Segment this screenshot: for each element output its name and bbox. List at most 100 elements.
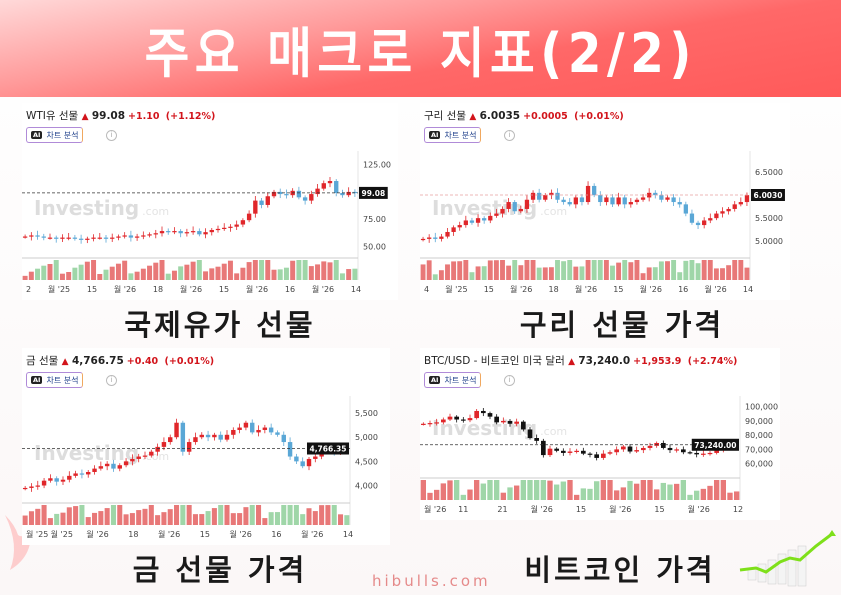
current-price: 6.0035 xyxy=(479,110,521,122)
instrument-name: 금 선물 xyxy=(26,355,59,367)
price-chart[interactable]: Investing .com 125.00 75.00 50.00 99.08 2 월 '25… xyxy=(22,151,398,300)
ai-chart-analysis-button[interactable]: AI 차트 분석 xyxy=(26,127,84,143)
candle xyxy=(567,451,573,453)
volume-bar xyxy=(654,489,660,500)
info-icon[interactable]: i xyxy=(106,375,117,386)
info-icon[interactable]: i xyxy=(106,130,117,141)
candle xyxy=(451,227,456,232)
investing-watermark: Investing xyxy=(34,441,139,465)
volume-bar xyxy=(647,480,653,500)
volume-bar xyxy=(554,484,560,500)
candle xyxy=(41,236,46,238)
candle xyxy=(205,434,211,438)
volume-bar xyxy=(567,480,573,500)
last-price-label: 6.0030 xyxy=(754,191,783,200)
candle xyxy=(627,446,633,452)
price-chart[interactable]: Investing .com 6.5000 5.5000 5.0000 6.0030 4 월 … xyxy=(420,151,790,300)
x-tick-label: 월 '25 xyxy=(48,284,70,294)
volume-bar xyxy=(92,512,98,525)
y-tick-label: 5.0000 xyxy=(755,237,783,246)
candle xyxy=(141,235,146,237)
candle xyxy=(701,453,706,455)
y-tick-label: 5,000 xyxy=(355,433,378,442)
candle xyxy=(334,181,339,193)
volume-bar xyxy=(687,494,693,500)
volume-bar xyxy=(142,508,148,525)
volume-bar xyxy=(237,513,243,525)
candle xyxy=(79,473,85,475)
investing-watermark-suffix: .com xyxy=(142,450,169,463)
x-tick-label: 18 xyxy=(128,530,138,539)
candle xyxy=(287,442,293,457)
investing-watermark-suffix: .com xyxy=(540,205,567,218)
ai-chart-analysis-button[interactable]: AI 차트 분석 xyxy=(26,372,84,388)
candle xyxy=(454,416,459,420)
candle xyxy=(197,231,202,235)
info-icon[interactable]: i xyxy=(504,130,515,141)
candle xyxy=(561,450,566,453)
candle xyxy=(594,454,599,458)
x-tick-label: 월 '26 xyxy=(510,284,532,294)
last-price-tag xyxy=(691,438,739,451)
candle xyxy=(555,192,560,200)
chart-caption: 국제유가 선물 xyxy=(124,308,316,342)
volume-bar xyxy=(227,260,233,280)
chart-header: 구리 선물 ▲ 6.0035 +0.0005 (+0.01%) xyxy=(424,108,624,123)
candle xyxy=(574,450,579,453)
y-tick-label: 80,000 xyxy=(745,431,773,440)
y-tick-label: 50.00 xyxy=(363,242,386,251)
chart-panel[interactable]: 구리 선물 ▲ 6.0035 +0.0005 (+0.01%) AI 차트 분석 i… xyxy=(420,103,790,300)
volume-bar xyxy=(28,271,34,280)
volume-bar xyxy=(628,262,634,280)
candle xyxy=(445,231,450,237)
candle xyxy=(117,465,122,469)
candle xyxy=(457,225,462,228)
volume-bar xyxy=(487,480,493,500)
volume-bar xyxy=(28,511,34,525)
ai-icon: AI xyxy=(429,131,441,139)
candle xyxy=(671,197,676,203)
candle xyxy=(218,434,223,440)
candle xyxy=(253,200,258,214)
volume-bar xyxy=(117,505,123,525)
candle xyxy=(427,423,433,425)
volume-bar xyxy=(548,267,554,280)
volume-bar xyxy=(627,480,633,500)
candle xyxy=(653,192,658,196)
ai-chart-analysis-button[interactable]: AI 차트 분석 xyxy=(424,372,482,388)
volume-bar xyxy=(658,261,664,280)
volume-bar xyxy=(640,273,646,280)
candle xyxy=(714,449,719,453)
candle xyxy=(60,479,66,482)
volume-bar xyxy=(694,490,700,500)
volume-bar xyxy=(171,270,177,280)
ai-button-label: 차트 분석 xyxy=(46,375,79,385)
candle xyxy=(537,192,542,200)
info-icon[interactable]: i xyxy=(504,375,515,386)
ai-icon: AI xyxy=(31,131,43,139)
x-tick-label: 4 xyxy=(424,285,429,294)
volume-bar xyxy=(296,260,302,280)
title-banner: 주요 매크로 지표(2/2) xyxy=(0,0,841,97)
volume-bar xyxy=(339,273,345,280)
candle xyxy=(98,466,104,469)
candle xyxy=(116,236,121,238)
ai-chart-analysis-button[interactable]: AI 차트 분석 xyxy=(424,127,482,143)
x-tick-label: 21 xyxy=(497,505,507,514)
candle xyxy=(677,202,682,205)
x-tick-label: 2 xyxy=(26,285,31,294)
up-arrow-icon: ▲ xyxy=(568,357,575,367)
volume-bar xyxy=(603,260,609,280)
chart-panel[interactable]: BTC/USD - 비트코인 미국 달러 ▲ 73,240.0 +1,953.9 … xyxy=(420,348,780,520)
volume-bar xyxy=(680,480,686,500)
candle xyxy=(683,204,688,214)
price-chart[interactable]: Investing .com 5,500 5,000 4,500 4,000 4,766.3… xyxy=(22,396,390,545)
price-change-pct: (+2.74%) xyxy=(687,356,738,367)
candle xyxy=(86,471,91,475)
x-tick-label: 월 '26 xyxy=(246,284,268,294)
candle xyxy=(512,202,517,212)
price-chart[interactable]: Investing .com 100,000 90,000 80,000 70,000 60… xyxy=(420,396,780,520)
candle xyxy=(518,208,523,212)
